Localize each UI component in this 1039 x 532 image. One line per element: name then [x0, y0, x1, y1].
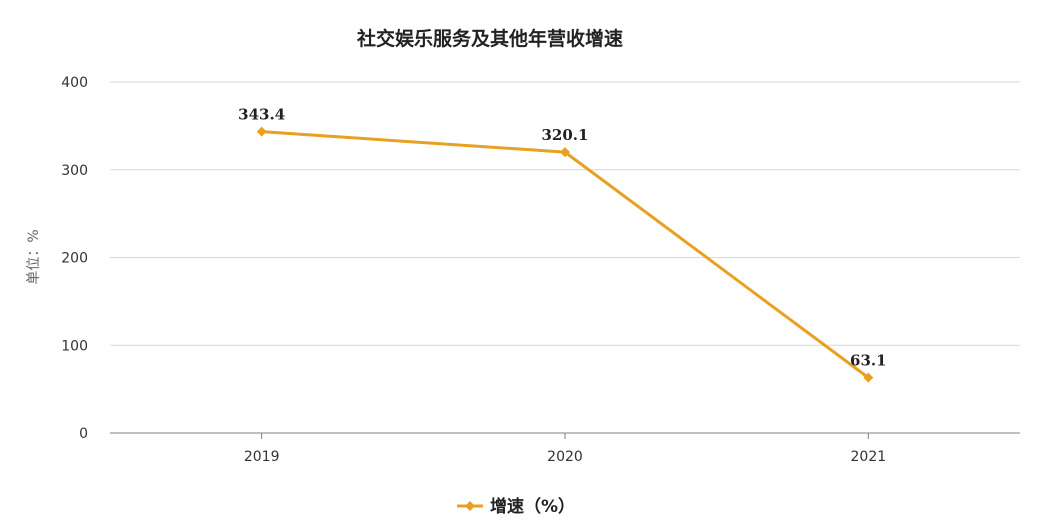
- x-axis: 2019 2020 2021: [110, 432, 1020, 465]
- legend-series-name: 增速（%）: [490, 496, 575, 517]
- data-point[interactable]: [560, 147, 570, 158]
- chart-title: 社交娱乐服务及其他年营收增速: [356, 27, 623, 50]
- x-tick-label: 2019: [244, 449, 280, 465]
- series-layer: 343.4 320.1 63.1: [238, 106, 887, 383]
- legend-marker: [465, 501, 475, 511]
- y-axis-label: 单位：%: [26, 229, 42, 284]
- data-label: 343.4: [238, 106, 285, 124]
- y-tick-label: 100: [61, 338, 88, 354]
- data-point[interactable]: [256, 126, 267, 137]
- x-tick-label: 2020: [547, 449, 583, 465]
- y-axis-ticks: 0 100 200 300 400: [61, 75, 88, 442]
- data-label: 63.1: [850, 352, 887, 370]
- y-tick-label: 0: [79, 426, 88, 442]
- grid-lines: [110, 81, 1020, 346]
- y-tick-label: 400: [61, 75, 88, 91]
- y-tick-label: 300: [61, 163, 88, 179]
- x-tick-label: 2021: [851, 449, 887, 465]
- data-label: 320.1: [542, 126, 589, 144]
- y-tick-label: 200: [61, 251, 88, 267]
- series-line: [261, 130, 870, 379]
- legend[interactable]: 增速（%）: [457, 496, 575, 517]
- data-point[interactable]: [863, 372, 874, 383]
